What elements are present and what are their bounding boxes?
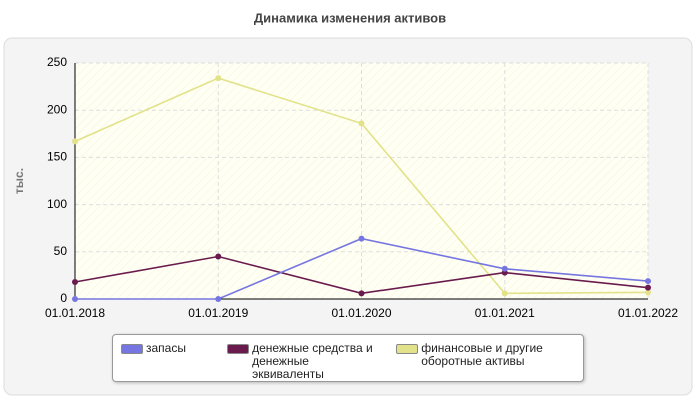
data-point	[358, 235, 365, 242]
data-point	[215, 253, 222, 260]
x-tick-label: 01.01.2021	[475, 306, 535, 320]
legend-item: финансовые и другие оборотные активы	[396, 342, 561, 368]
data-point	[72, 279, 78, 286]
data-point	[358, 290, 365, 297]
legend-item: запасы	[121, 342, 213, 355]
y-tick-label: 250	[47, 55, 67, 69]
legend-label: запасы	[146, 341, 186, 355]
y-axis-label: тыс.	[12, 168, 26, 194]
legend-item: денежные средства и денежные эквиваленты	[227, 342, 382, 381]
legend: запасы денежные средства и денежные эквив…	[112, 334, 584, 382]
data-point	[501, 265, 508, 272]
data-point	[72, 296, 78, 302]
data-point	[215, 75, 222, 82]
legend-swatch	[227, 344, 250, 354]
legend-label: финансовые и другие оборотные активы	[421, 341, 543, 368]
x-tick-label: 01.01.2019	[188, 306, 248, 320]
data-point	[645, 289, 651, 296]
x-tick-label: 01.01.2020	[331, 306, 391, 320]
data-point	[358, 120, 365, 127]
x-tick-label: 01.01.2022	[618, 306, 678, 320]
data-point	[501, 290, 508, 297]
legend-swatch	[121, 344, 143, 354]
y-tick-label: 0	[60, 291, 67, 305]
data-point	[645, 278, 651, 285]
chart-title: Динамика изменения активов	[254, 10, 446, 25]
y-tick-label: 150	[47, 150, 67, 164]
y-tick-label: 50	[54, 244, 68, 258]
x-tick-label: 01.01.2018	[45, 306, 105, 320]
legend-swatch	[396, 344, 419, 354]
y-tick-label: 100	[47, 197, 67, 211]
y-tick-label: 200	[47, 102, 67, 116]
data-point	[215, 296, 222, 302]
data-point	[72, 138, 78, 145]
legend-label: денежные средства и денежные эквиваленты	[252, 341, 373, 381]
data-point	[645, 284, 651, 291]
